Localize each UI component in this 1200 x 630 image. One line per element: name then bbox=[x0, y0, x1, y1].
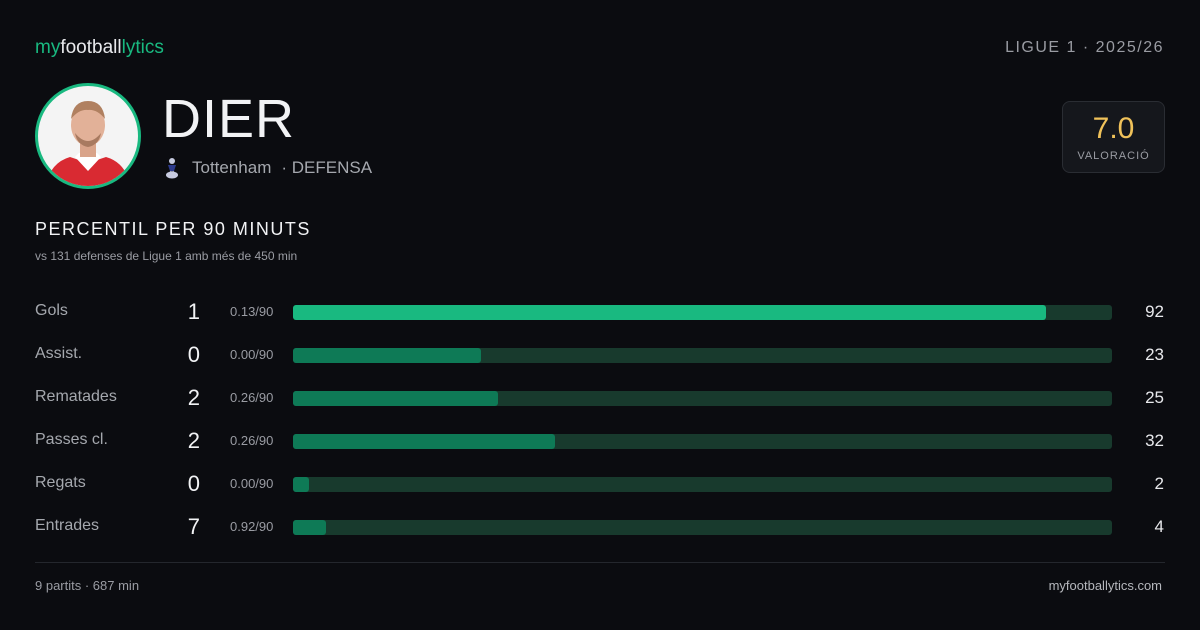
stat-per90: 0.00/90 bbox=[230, 347, 274, 362]
bar-track bbox=[293, 434, 1112, 449]
bar bbox=[293, 348, 482, 363]
player-photo bbox=[35, 83, 141, 189]
bar bbox=[293, 305, 1047, 320]
stat-percentile: 2 bbox=[1154, 474, 1164, 493]
footer-stats: 9 partits · 687 min bbox=[35, 578, 140, 593]
stat-per90: 0.00/90 bbox=[230, 476, 274, 491]
brand: myfootballlytics bbox=[35, 37, 164, 59]
divider bbox=[35, 562, 1165, 563]
rating-box: 7.0 VALORACIÓ bbox=[1062, 101, 1165, 173]
bar-track bbox=[293, 305, 1112, 320]
stat-total: 7 bbox=[187, 514, 200, 539]
brand-part: lytics bbox=[121, 37, 164, 58]
stat-per90: 0.13/90 bbox=[230, 304, 274, 319]
position: · DEFENSA bbox=[281, 158, 373, 177]
brand-part: football bbox=[60, 37, 122, 58]
bar-track bbox=[293, 477, 1112, 492]
team-crest bbox=[166, 158, 178, 179]
bar bbox=[293, 477, 310, 492]
team: Tottenham bbox=[192, 158, 272, 177]
stat-percentile: 32 bbox=[1145, 431, 1164, 450]
stat-label: Passes cl. bbox=[35, 431, 108, 448]
stat-percentile: 23 bbox=[1145, 345, 1164, 364]
stat-total: 2 bbox=[187, 385, 200, 410]
stat-label: Assist. bbox=[35, 345, 83, 362]
stat-total: 2 bbox=[187, 428, 200, 453]
section-title: PERCENTIL PER 90 MINUTS bbox=[35, 219, 311, 239]
stat-total: 0 bbox=[187, 342, 200, 367]
bar-track bbox=[293, 391, 1112, 406]
stat-per90: 0.26/90 bbox=[230, 433, 274, 448]
player-name: DIER bbox=[162, 89, 296, 149]
rating-value: 7.0 bbox=[1092, 112, 1135, 145]
stat-percentile: 92 bbox=[1145, 302, 1164, 321]
footer-site: myfootballytics.com bbox=[1048, 578, 1162, 593]
stat-label: Rematades bbox=[35, 388, 117, 405]
stat-percentile: 4 bbox=[1154, 517, 1164, 536]
rating-label: VALORACIÓ bbox=[1077, 150, 1150, 162]
stat-label: Regats bbox=[35, 474, 86, 491]
stat-total: 0 bbox=[187, 471, 200, 496]
stat-total: 1 bbox=[187, 299, 200, 324]
league: LIGUE 1 · 2025/26 bbox=[1005, 39, 1164, 56]
bar-track bbox=[293, 348, 1112, 363]
section-subtitle: vs 131 defenses de Ligue 1 amb més de 45… bbox=[35, 249, 298, 263]
stat-label: Entrades bbox=[35, 517, 100, 534]
stat-per90: 0.92/90 bbox=[230, 519, 274, 534]
brand-part: my bbox=[35, 37, 61, 58]
bar-track bbox=[293, 520, 1112, 535]
stat-per90: 0.26/90 bbox=[230, 390, 274, 405]
stat-percentile: 25 bbox=[1145, 388, 1164, 407]
bar bbox=[293, 434, 556, 449]
team-line: Tottenham · DEFENSA bbox=[162, 156, 372, 180]
bar bbox=[293, 520, 326, 535]
bar bbox=[293, 391, 498, 406]
stat-label: Gols bbox=[35, 302, 68, 319]
